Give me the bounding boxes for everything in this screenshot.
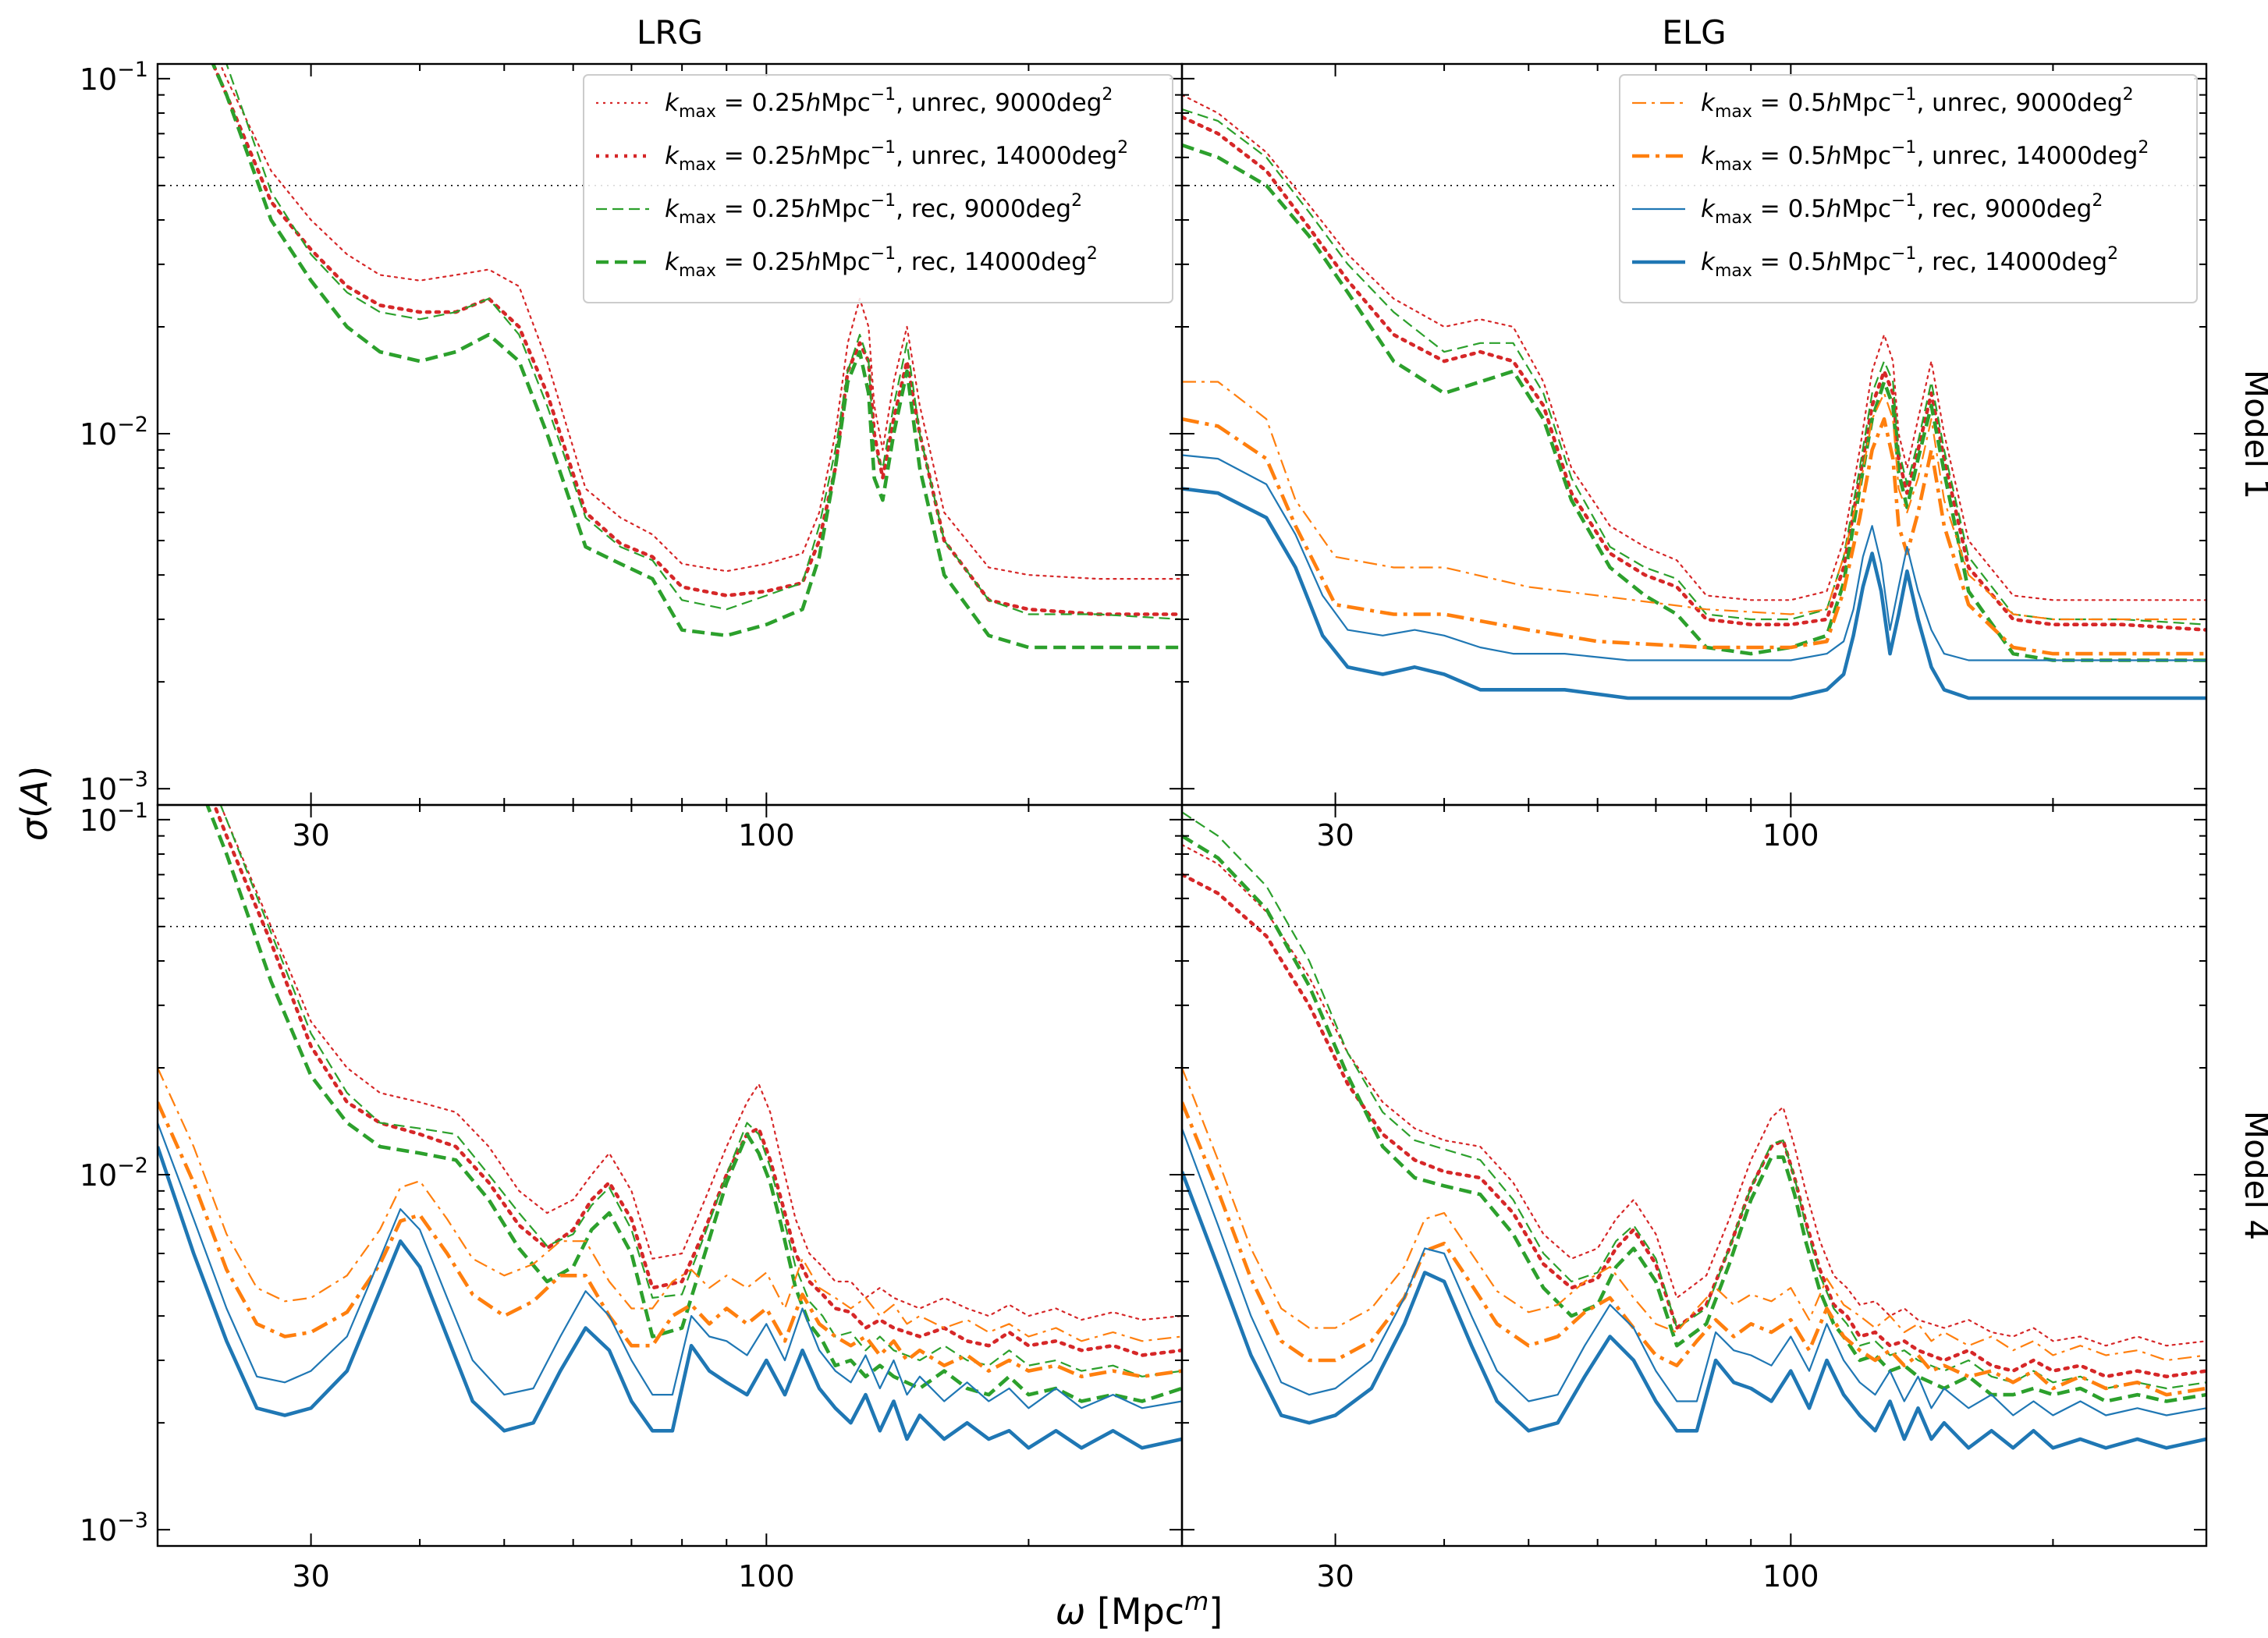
x-axis-label: ω [Mpcm] <box>1056 1587 1223 1633</box>
legend-entry: kmax = 0.25hMpc−1, rec, 9000deg2 <box>665 191 1082 228</box>
row-label: Model 4 <box>2238 1111 2268 1240</box>
series-line-4 <box>158 1067 1182 1342</box>
series-line-7 <box>1182 487 2206 700</box>
series-group <box>1182 811 2206 1450</box>
y-tick-label: 10−2 <box>80 413 148 452</box>
series-line-2 <box>219 805 1182 1377</box>
series-line-0 <box>1182 94 2206 601</box>
series-group <box>158 805 1182 1450</box>
x-tick-label: 100 <box>738 818 795 853</box>
series-line-5 <box>1182 417 2206 656</box>
series-line-6 <box>1182 454 2206 661</box>
series-line-1 <box>1182 115 2206 632</box>
series-line-6 <box>1182 1128 2206 1416</box>
x-tick-label: 30 <box>1316 1559 1354 1594</box>
series-line-7 <box>158 1146 1182 1450</box>
panel-bottom-left: 30 100 10−1 10−2 10−3 <box>80 799 1184 1594</box>
series-line-1 <box>1182 873 2206 1379</box>
y-axis-label: σ(A) <box>13 766 55 842</box>
legend: kmax = 0.25hMpc−1, unrec, 9000deg2 kmax =… <box>583 74 1173 303</box>
y-tick-label: 10−1 <box>80 58 148 97</box>
series-group <box>1182 94 2206 700</box>
series-line-2 <box>1182 108 2206 626</box>
x-tick-label: 30 <box>1316 818 1354 853</box>
legend-entry: kmax = 0.5hMpc−1, rec, 9000deg2 <box>1701 191 2103 228</box>
legend-box <box>583 74 1173 303</box>
legend-entry: kmax = 0.5hMpc−1, unrec, 14000deg2 <box>1701 138 2149 175</box>
series-line-3 <box>211 64 1182 650</box>
panel-top-right: 30 100 ELG Model 1 kmax = 0.5hMpc−1, unrec, … <box>1180 13 2268 853</box>
series-line-6 <box>158 1122 1182 1409</box>
legend: kmax = 0.5hMpc−1, unrec, 9000deg2 kmax = … <box>1619 74 2198 303</box>
panel-title: ELG <box>1662 13 1726 51</box>
x-tick-label: 30 <box>292 1559 329 1594</box>
x-tick-label: 30 <box>292 818 329 853</box>
legend-entry: kmax = 0.25hMpc−1, rec, 14000deg2 <box>665 244 1098 281</box>
x-tick-label: 100 <box>1762 1559 1819 1594</box>
legend-entry: kmax = 0.5hMpc−1, unrec, 9000deg2 <box>1701 85 2134 122</box>
y-tick-label: 10−3 <box>80 1509 148 1548</box>
x-tick-label: 100 <box>1762 818 1819 853</box>
series-line-4 <box>1182 381 2206 621</box>
panels: 30 100 10−1 10−2 10−3 LRG kmax = 0.25hMpc−1, u… <box>80 13 2268 1594</box>
series-line-1 <box>211 64 1182 616</box>
y-tick-label: 10−2 <box>80 1154 148 1193</box>
series-line-5 <box>1182 1101 2206 1397</box>
series-line-3 <box>205 805 1182 1403</box>
series-line-1 <box>212 805 1182 1357</box>
legend-entry: kmax = 0.25hMpc−1, unrec, 9000deg2 <box>665 85 1113 122</box>
panel-top-left: 30 100 10−1 10−2 10−3 LRG kmax = 0.25hMpc−1, u… <box>80 13 1184 853</box>
series-line-4 <box>1182 1067 2206 1362</box>
legend-entry: kmax = 0.5hMpc−1, rec, 14000deg2 <box>1701 244 2118 281</box>
series-line-2 <box>225 64 1182 621</box>
series-line-3 <box>1182 834 2206 1403</box>
series-line-7 <box>1182 1171 2206 1450</box>
legend-entry: kmax = 0.25hMpc−1, unrec, 14000deg2 <box>665 138 1128 175</box>
x-tick-label: 100 <box>738 1559 795 1594</box>
series-line-0 <box>219 805 1182 1321</box>
series-group <box>211 64 1182 650</box>
panel-title: LRG <box>637 13 703 51</box>
legend-box <box>1619 74 2198 303</box>
series-line-3 <box>1182 143 2206 662</box>
y-tick-label: 10−1 <box>80 799 148 838</box>
y-tick-label: 10−3 <box>80 768 148 807</box>
row-label: Model 1 <box>2238 370 2268 499</box>
series-line-5 <box>158 1101 1182 1379</box>
panel-bottom-right: 30 100 Model 4 <box>1180 803 2268 1594</box>
